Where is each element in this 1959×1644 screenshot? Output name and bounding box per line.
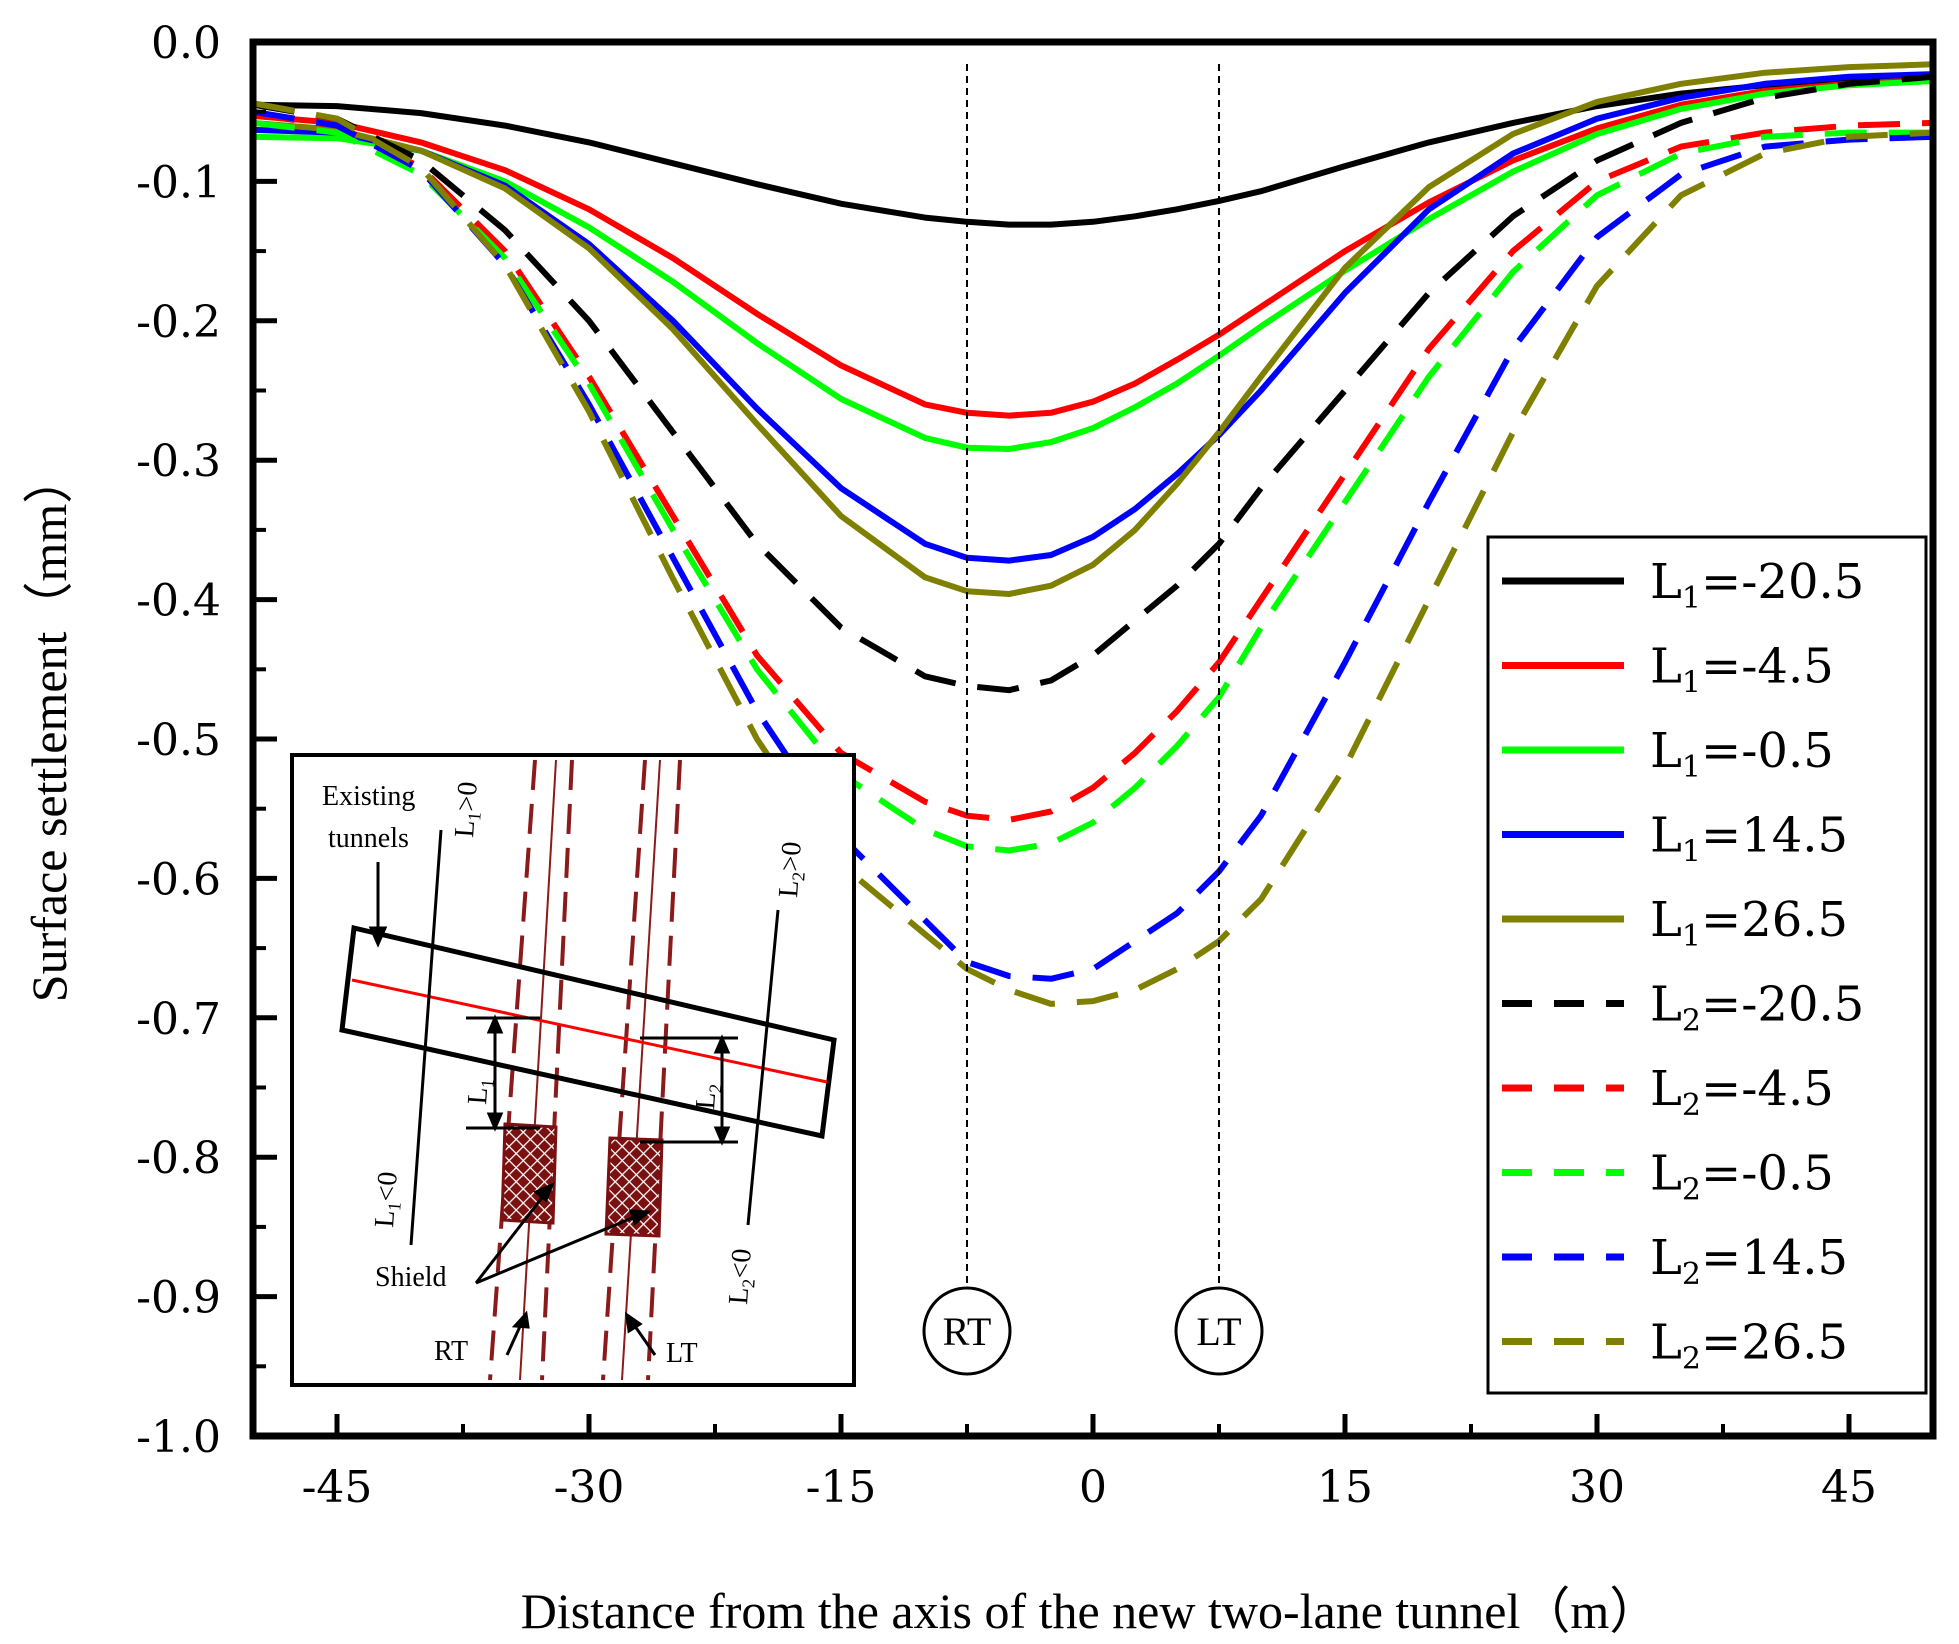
inset-frame (290, 753, 856, 1387)
y-tick-label: -0.1 (136, 157, 221, 208)
y-tick-label: 0.0 (151, 18, 221, 69)
y-tick-label: -0.6 (136, 854, 221, 905)
existing-tunnel-axis (351, 978, 828, 1084)
reference-circle-rt (922, 1286, 1012, 1376)
legend-label-6: L2=-20.5 (1650, 977, 1864, 1039)
series-lines (252, 61, 1934, 1007)
rt-inset-label: RT (434, 1336, 468, 1367)
series-line-1 (252, 73, 1934, 228)
y-tick-label: -0.7 (136, 994, 221, 1045)
existing-tunnel-box (339, 924, 837, 1140)
x-tick-label: -15 (806, 1462, 877, 1513)
series-line-4 (252, 71, 1934, 564)
shield-rt (500, 1122, 558, 1225)
series-line-7 (252, 111, 1934, 823)
x-tick-label: 45 (1821, 1462, 1877, 1513)
legend-label-1: L1=-20.5 (1650, 554, 1864, 616)
reference-label-rt: RT (943, 1309, 992, 1354)
l1-dimension (466, 1014, 540, 1132)
series-line-8 (252, 119, 1933, 854)
series-line-10 (252, 100, 1934, 1007)
shield-label: Shield (375, 1262, 447, 1293)
l2-negative-label: L2<0 (723, 1248, 761, 1306)
x-tick-label: 15 (1317, 1462, 1373, 1513)
legend-label-3: L1=-0.5 (1650, 723, 1834, 785)
l1-negative-label: L1<0 (369, 1171, 407, 1229)
series-line-2 (252, 76, 1934, 419)
existing-tunnels-label-2: tunnels (328, 823, 409, 854)
l2-positive-label: L2>0 (773, 841, 811, 899)
l2-dimension-label: L2 (690, 1082, 726, 1110)
y-tick-label: -0.9 (136, 1273, 221, 1324)
legend: L1=-20.5 L1=-4.5 L1=-0.5 L1=14.5 L1=26.5 L2=-… (1486, 535, 1928, 1395)
l1-dimension-label: L1 (462, 1077, 498, 1105)
y-axis-title: Surface settlement（mm） (21, 454, 77, 1002)
tunnel-reference-lines: RT LT (922, 64, 1264, 1376)
reference-circle-lt (1174, 1286, 1264, 1376)
legend-label-2: L1=-4.5 (1650, 639, 1834, 701)
series-line-6 (252, 73, 1934, 694)
y-tick-label: -0.2 (136, 297, 221, 348)
legend-label-7: L2=-4.5 (1650, 1061, 1834, 1123)
x-tick-label: -30 (554, 1462, 625, 1513)
series-line-3 (252, 78, 1934, 452)
legend-label-9: L2=14.5 (1650, 1230, 1848, 1292)
x-tick-label: 0 (1079, 1462, 1107, 1513)
y-tick-label: -0.5 (136, 715, 221, 766)
series-line-5 (252, 61, 1934, 597)
existing-tunnels-label: Existing (322, 781, 415, 812)
lt-inset-label: LT (666, 1338, 698, 1369)
y-tick-label: -0.8 (136, 1133, 221, 1184)
legend-box (1486, 535, 1928, 1395)
legend-label-10: L2=26.5 (1650, 1315, 1848, 1377)
y-tick-label: -1.0 (136, 1412, 221, 1463)
series-line-9 (252, 108, 1934, 982)
inset-schematic: Existing tunnels Shield RT LT L1>0 L1<0 … (290, 753, 856, 1387)
direction-arrows (368, 829, 780, 1356)
x-tick-label: 30 (1569, 1462, 1625, 1513)
y-tick-label: -0.3 (136, 436, 221, 487)
legend-label-4: L1=14.5 (1650, 808, 1848, 870)
axes: -45 -30 -15 0 15 30 45 0.0 -0.1 -0.2 -0.3 -0.4 -0.5 -… (136, 18, 1937, 1513)
legend-label-5: L1=26.5 (1650, 892, 1848, 954)
l1-positive-label: L1>0 (449, 781, 487, 839)
reference-label-lt: LT (1196, 1309, 1241, 1354)
l2-dimension (640, 1034, 738, 1146)
legend-label-8: L2=-0.5 (1650, 1146, 1834, 1208)
y-tick-label: -0.4 (136, 576, 221, 627)
x-axis-title: Distance from the axis of the new two-la… (521, 1583, 1660, 1639)
x-tick-label: -45 (302, 1462, 373, 1513)
